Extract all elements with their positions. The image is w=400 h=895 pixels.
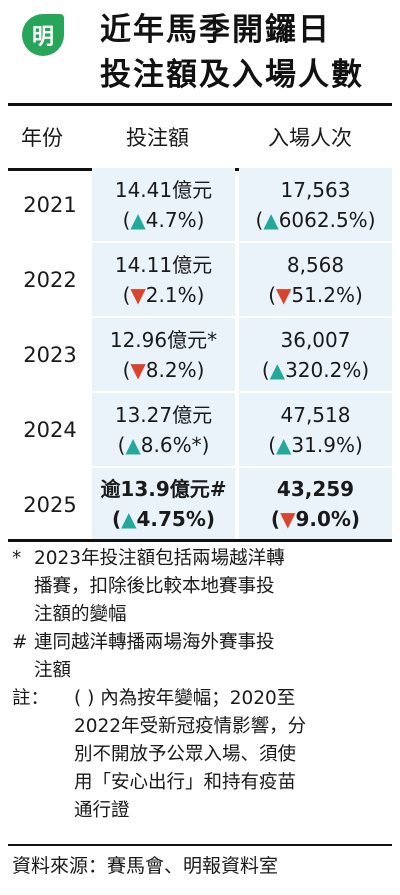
- table-row: 2023 12.96億元* (▼8.2%) 36,007 (▲320.2%): [8, 318, 392, 393]
- attendance-value: 8,568: [286, 252, 345, 277]
- up-arrow-icon: ▲: [121, 507, 137, 531]
- attendance-value: 43,259: [276, 477, 355, 501]
- footnotes: * 2023年投注額包括兩場越洋轉 播賽，扣除後比較本地賽事投 注額的變幅 # …: [12, 545, 306, 825]
- bet-change: (▲4.75%): [111, 507, 216, 531]
- up-arrow-icon: ▲: [263, 207, 279, 232]
- attendance-change: (▼9.0%): [270, 507, 361, 531]
- bet-cell: 13.27億元 (▲8.6%*): [92, 393, 235, 466]
- year-cell: 2022: [23, 267, 77, 292]
- attendance-cell: 43,259 (▼9.0%): [239, 468, 392, 540]
- data-table: 2021 14.41億元 (▲4.7%) 17,563 (▲6062.5%) 2…: [8, 168, 392, 543]
- footnote-note: 註： ( ) 內為按年變幅；2020至 2022年受新冠疫情影響，分 別不開放予…: [12, 688, 307, 821]
- footnote-star: * 2023年投注額包括兩場越洋轉 播賽，扣除後比較本地賽事投 注額的變幅: [12, 548, 285, 625]
- bet-cell: 逾13.9億元# (▲4.75%): [92, 468, 235, 540]
- attendance-change: (▲320.2%): [261, 357, 370, 382]
- table-row: 2021 14.41億元 (▲4.7%) 17,563 (▲6062.5%): [8, 168, 392, 243]
- table-header: 年份 投注額 入場人次: [8, 103, 392, 171]
- up-arrow-icon: ▲: [269, 357, 286, 382]
- year-cell: 2023: [23, 342, 77, 367]
- title-line-1: 近年馬季開鑼日: [100, 12, 331, 48]
- attendance-change: (▼51.2%): [268, 282, 363, 307]
- divider: [8, 844, 392, 846]
- down-arrow-icon: ▼: [276, 282, 292, 307]
- header-attendance: 入場人次: [268, 126, 352, 150]
- up-arrow-icon: ▲: [276, 432, 292, 457]
- header-year: 年份: [21, 126, 63, 150]
- up-arrow-icon: ▲: [125, 432, 141, 457]
- up-arrow-icon: ▲: [130, 207, 146, 232]
- bet-cell: 12.96億元* (▼8.2%): [92, 318, 235, 391]
- attendance-change: (▲31.9%): [268, 432, 363, 457]
- mingpao-logo: 明: [22, 14, 64, 56]
- attendance-cell: 17,563 (▲6062.5%): [239, 168, 392, 241]
- attendance-value: 17,563: [280, 177, 351, 202]
- bet-cell: 14.41億元 (▲4.7%): [92, 168, 235, 241]
- table-row: 2025 逾13.9億元# (▲4.75%) 43,259 (▼9.0%): [8, 468, 392, 543]
- title-line-2: 投注額及入場人數: [100, 57, 364, 93]
- bet-value: 14.41億元: [114, 177, 213, 202]
- header-bet: 投注額: [126, 126, 189, 150]
- table-row: 2022 14.11億元 (▼2.1%) 8,568 (▼51.2%): [8, 243, 392, 318]
- attendance-cell: 36,007 (▲320.2%): [239, 318, 392, 391]
- down-arrow-icon: ▼: [130, 357, 146, 382]
- year-cell: 2024: [23, 417, 77, 442]
- bet-value: 12.96億元*: [109, 327, 218, 352]
- bet-change: (▼2.1%): [122, 282, 205, 307]
- bet-value: 13.27億元: [114, 402, 213, 427]
- attendance-value: 36,007: [280, 327, 351, 352]
- footnote-hash: # 連同越洋轉播兩場海外賽事投 注額: [12, 632, 275, 681]
- year-cell: 2025: [23, 492, 77, 517]
- bet-cell: 14.11億元 (▼2.1%): [92, 243, 235, 316]
- source-credit: 資料來源：賽馬會、明報資料室: [12, 855, 279, 877]
- bet-value: 逾13.9億元#: [100, 477, 227, 501]
- year-cell: 2021: [23, 192, 77, 217]
- down-arrow-icon: ▼: [280, 507, 296, 531]
- attendance-cell: 8,568 (▼51.2%): [239, 243, 392, 316]
- attendance-cell: 47,518 (▲31.9%): [239, 393, 392, 466]
- bet-change: (▲4.7%): [122, 207, 205, 232]
- attendance-change: (▲6062.5%): [255, 207, 376, 232]
- bet-value: 14.11億元: [114, 252, 213, 277]
- down-arrow-icon: ▼: [130, 282, 146, 307]
- bet-change: (▲8.6%*): [117, 432, 210, 457]
- attendance-value: 47,518: [280, 402, 351, 427]
- bet-change: (▼8.2%): [122, 357, 205, 382]
- table-row: 2024 13.27億元 (▲8.6%*) 47,518 (▲31.9%): [8, 393, 392, 468]
- divider: [8, 539, 392, 542]
- infographic-title: 近年馬季開鑼日 投注額及入場人數: [100, 8, 364, 98]
